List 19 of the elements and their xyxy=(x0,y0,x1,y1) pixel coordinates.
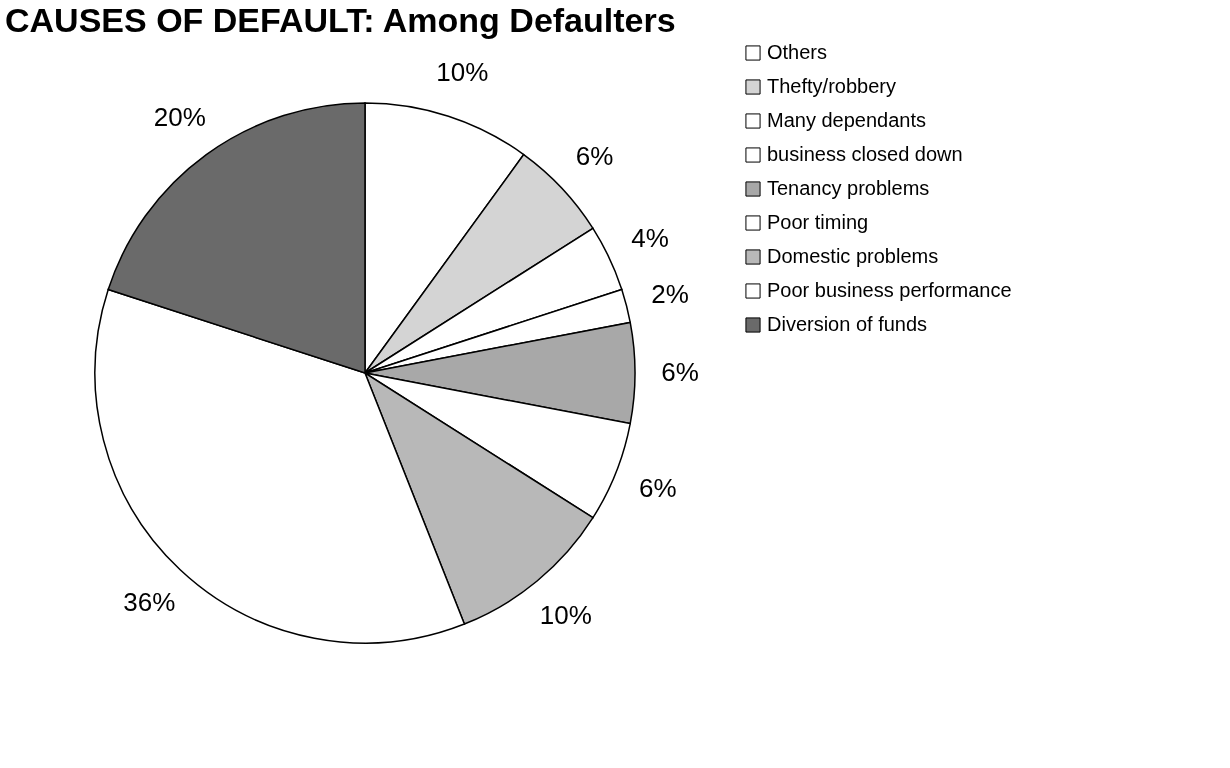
legend-label: Tenancy problems xyxy=(767,177,930,199)
data-label: 6% xyxy=(661,357,699,387)
legend-label: Poor business performance xyxy=(767,279,1012,301)
legend-label: Poor timing xyxy=(767,211,869,233)
legend-label: Thefty/robbery xyxy=(767,75,896,97)
data-label: 20% xyxy=(153,102,206,133)
data-label: 36% xyxy=(123,586,176,617)
data-label: 6% xyxy=(639,472,677,503)
chart-title: CAUSES OF DEFAULT: Among Defaulters xyxy=(5,1,676,39)
legend-label: Domestic problems xyxy=(767,245,939,267)
data-label: 2% xyxy=(651,278,689,309)
legend-label: Others xyxy=(767,41,828,63)
data-label: 10% xyxy=(436,57,489,88)
legend-label: Many dependants xyxy=(767,109,927,131)
data-label: 6% xyxy=(575,141,614,172)
data-label: 10% xyxy=(539,599,592,630)
legend-label: Diversion of funds xyxy=(767,313,928,335)
legend-label: business closed down xyxy=(767,143,963,165)
data-label: 4% xyxy=(631,222,669,253)
